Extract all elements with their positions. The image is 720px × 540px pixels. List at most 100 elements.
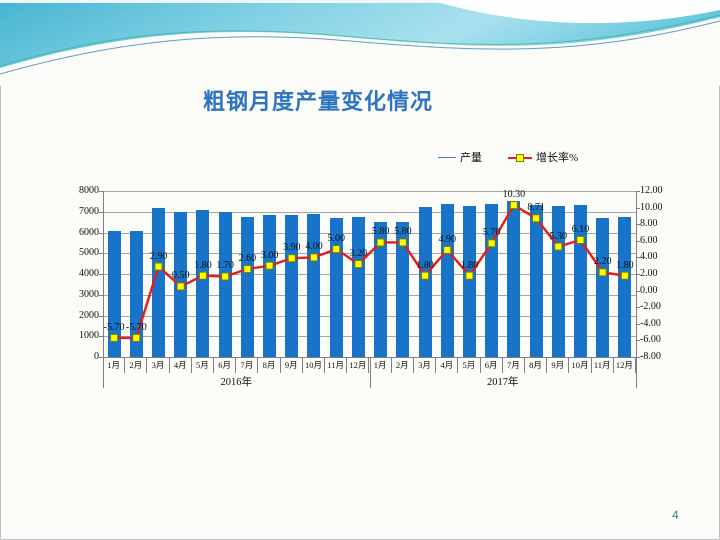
right-axis-tick-label: 0.00 (640, 284, 658, 296)
growth-marker (309, 253, 318, 262)
chart-legend: 产量 增长率% (438, 149, 578, 165)
month-label: 4月 (436, 358, 459, 373)
year-label: 2017年 (487, 377, 519, 388)
left-axis-tick-label: 6000 (79, 226, 99, 238)
growth-marker (576, 235, 585, 244)
production-bar (374, 222, 388, 357)
production-line-icon (438, 156, 456, 158)
growth-marker (376, 238, 385, 247)
right-axis-tick (636, 224, 640, 226)
month-label: 3月 (147, 358, 170, 373)
growth-marker (354, 260, 363, 269)
growth-value-label: 1.80 (416, 259, 434, 271)
month-label: 11月 (592, 358, 614, 373)
growth-marker (332, 245, 341, 254)
production-bar (285, 215, 299, 357)
month-label: 2月 (125, 358, 148, 373)
growth-value-label: -5.70 (125, 321, 147, 333)
left-axis-tick (99, 274, 103, 275)
production-bar (351, 216, 365, 357)
growth-marker (509, 201, 518, 210)
growth-marker (398, 238, 407, 247)
production-bar (107, 231, 121, 357)
right-axis-tick-label: 2.00 (640, 268, 658, 279)
month-label: 1月 (103, 358, 126, 373)
gridline (103, 191, 636, 192)
left-axis-line (103, 191, 104, 357)
production-bar (307, 214, 321, 357)
growth-value-label: 1.80 (616, 259, 634, 271)
left-axis-tick-label: 0 (94, 351, 99, 362)
month-label: 7月 (236, 358, 259, 373)
gridline (103, 211, 636, 213)
growth-value-label: 8.71 (527, 202, 545, 214)
gridline (103, 294, 636, 296)
right-axis-tick (636, 357, 640, 358)
production-bar (529, 204, 543, 357)
growth-value-label: 3.20 (349, 248, 368, 260)
production-bar (418, 206, 432, 357)
right-axis-tick-label: 10.00 (640, 201, 663, 213)
right-axis-tick (636, 240, 640, 242)
right-axis-tick (636, 290, 640, 292)
right-axis-tick (636, 191, 640, 192)
month-label: 11月 (325, 358, 348, 373)
legend-item-production: 产量 (438, 149, 482, 165)
month-label: 10月 (303, 358, 326, 373)
right-axis-tick (636, 323, 640, 325)
growth-value-label: 5.30 (549, 230, 568, 242)
right-axis-tick-label: -2.00 (640, 301, 661, 313)
growth-value-label: 6.10 (571, 223, 590, 235)
growth-marker (198, 271, 207, 280)
growth-value-label: 10.30 (502, 189, 526, 201)
growth-value-label: 1.80 (194, 259, 212, 271)
growth-value-label: -5.70 (103, 321, 125, 333)
month-label: 7月 (503, 358, 525, 373)
growth-marker (132, 333, 141, 342)
growth-value-label: 1.70 (216, 260, 234, 272)
production-bar (218, 211, 232, 357)
right-axis-tick (636, 340, 640, 342)
right-axis-tick (636, 274, 640, 275)
growth-line-marker-icon (508, 153, 532, 162)
growth-value-label: 5.70 (482, 227, 501, 239)
month-label: 9月 (547, 358, 570, 373)
gridline (103, 315, 636, 317)
growth-marker (421, 271, 430, 280)
left-axis-tick-label: 2000 (79, 309, 99, 321)
legend-label-production: 产量 (460, 152, 482, 164)
gridline (103, 274, 636, 275)
growth-marker (243, 265, 252, 274)
right-axis-tick (636, 207, 640, 209)
growth-marker (620, 271, 629, 280)
growth-marker (176, 282, 185, 291)
growth-value-label: 0.50 (171, 270, 190, 282)
top-wave-decoration (0, 0, 720, 86)
growth-value-label: 5.80 (394, 226, 412, 238)
month-label: 1月 (370, 358, 392, 373)
right-axis-tick-label: 8.00 (640, 218, 658, 230)
month-label: 5月 (458, 358, 481, 373)
growth-marker (265, 261, 274, 270)
production-bar (240, 216, 254, 357)
right-axis-tick-label: 12.00 (640, 185, 663, 196)
left-axis-tick-label: 8000 (79, 185, 99, 196)
page-number: 4 (672, 508, 679, 522)
left-axis-tick (99, 336, 103, 338)
left-axis-tick-label: 7000 (79, 205, 99, 217)
growth-marker (110, 333, 119, 342)
legend-label-growth: 增长率% (536, 152, 579, 164)
growth-marker (465, 271, 474, 280)
growth-value-label: 4.90 (438, 233, 456, 245)
right-axis-tick-label: -4.00 (640, 317, 661, 329)
production-bar (507, 200, 521, 357)
left-axis-tick-label: 5000 (79, 247, 99, 259)
growth-value-label: 5.00 (327, 233, 345, 245)
growth-marker (598, 268, 607, 277)
growth-value-label: 2.20 (593, 256, 612, 268)
growth-marker (287, 254, 296, 263)
page-title: 粗钢月度产量变化情况 (203, 89, 434, 114)
left-axis-tick (99, 211, 103, 213)
right-axis-tick (636, 257, 640, 259)
